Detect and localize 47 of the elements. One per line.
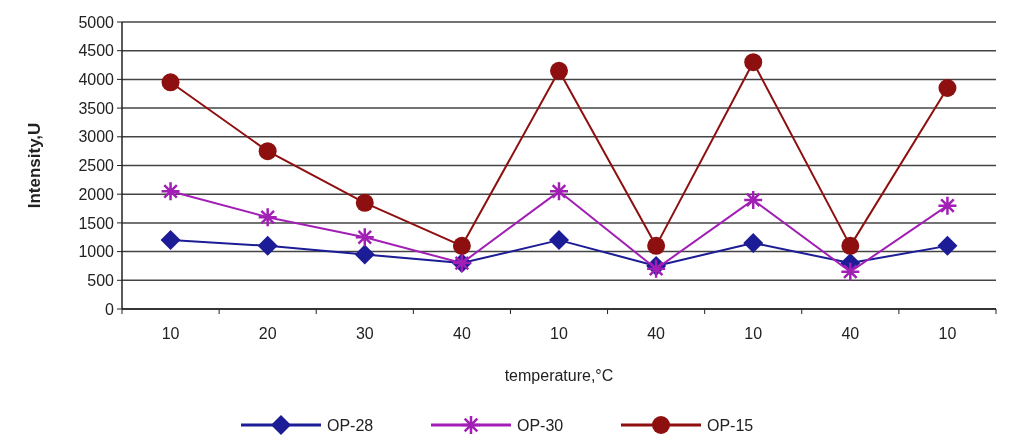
point: [548, 181, 570, 202]
x-tick-label: 40: [647, 325, 666, 342]
point: [549, 230, 569, 251]
point: [744, 53, 763, 72]
x-tick-label: 40: [841, 325, 860, 342]
point: [160, 230, 181, 251]
point: [937, 235, 958, 256]
legend-label: OP-15: [707, 416, 754, 434]
x-tick-label: 10: [550, 325, 568, 342]
point: [161, 73, 180, 92]
point: [257, 206, 278, 228]
point: [841, 236, 860, 255]
x-tick-label: 30: [355, 325, 374, 342]
point: [938, 79, 957, 98]
y-tick-label: 3000: [78, 128, 115, 146]
point: [647, 236, 666, 255]
point: [452, 236, 471, 255]
x-tick-label: 10: [161, 325, 180, 342]
y-tick-label: 500: [87, 271, 115, 289]
point: [258, 142, 277, 161]
y-tick-label: 5000: [78, 13, 115, 31]
y-tick-label: 0: [105, 300, 115, 318]
point: [840, 261, 861, 282]
point: [160, 181, 181, 202]
y-tick-label: 4000: [78, 71, 115, 88]
point: [354, 227, 376, 248]
legend-label: OP-28: [327, 416, 374, 434]
point: [743, 232, 764, 253]
y-tick-label: 2500: [78, 157, 115, 175]
x-tick-label: 10: [938, 325, 957, 342]
y-tick-label: 1000: [78, 243, 115, 261]
y-axis-title: Intensity,U: [25, 122, 44, 209]
point: [257, 235, 278, 256]
point: [937, 195, 958, 216]
x-tick-label: 40: [452, 325, 471, 342]
y-tick-label: 3500: [78, 99, 115, 117]
y-tick-label: 1500: [78, 214, 115, 232]
point: [355, 193, 374, 212]
y-tick-label: 4500: [78, 42, 115, 60]
x-tick-label: 20: [258, 325, 277, 342]
point: [550, 61, 568, 80]
y-tick-label: 2000: [78, 185, 115, 203]
x-axis-title: temperature,°C: [504, 367, 614, 384]
point: [742, 189, 764, 211]
x-tick-label: 10: [744, 325, 763, 342]
legend-label: OP-30: [517, 416, 564, 434]
point: [354, 244, 375, 265]
